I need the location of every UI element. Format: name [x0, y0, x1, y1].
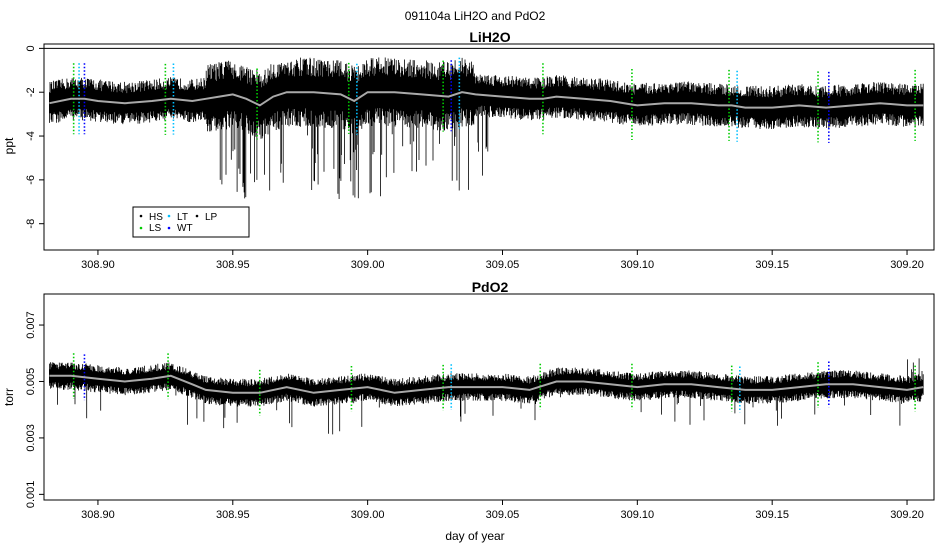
- y-tick-label: -4: [25, 131, 37, 141]
- legend-label-wt: WT: [177, 223, 193, 234]
- y-tick-label: -8: [25, 219, 37, 229]
- panel-lih2o-trace: [49, 57, 924, 199]
- figure-title: 091104a LiH2O and PdO2: [405, 9, 546, 23]
- panel-lih2o-smooth-line: [49, 91, 924, 109]
- legend-swatch-hs: [139, 214, 143, 218]
- panel-pdo2-x-axis: 308.90 308.95 309.00 309.05 309.10 309.15 309.…: [81, 500, 924, 521]
- panel-pdo2-markers: [72, 353, 916, 416]
- legend-swatch-lp: [195, 214, 199, 218]
- legend-swatch-wt: [167, 226, 171, 230]
- y-tick-label: 0.003: [25, 424, 37, 452]
- x-tick-label: 308.90: [81, 259, 115, 271]
- panel-pdo2-plot-frame: [43, 293, 935, 501]
- panel-pdo2-y-axis: 0.001 0.003 0.005 0.007: [25, 311, 44, 508]
- x-tick-label: 309.10: [621, 509, 655, 521]
- legend-swatch-lt: [167, 214, 171, 218]
- panel-lih2o-plot-frame: [43, 43, 935, 251]
- panel-pdo2-title: PdO2: [472, 279, 509, 295]
- x-tick-label: 308.90: [81, 509, 115, 521]
- x-tick-label: 309.15: [755, 509, 789, 521]
- x-tick-label: 309.00: [351, 259, 385, 271]
- legend-label-lt: LT: [177, 212, 188, 223]
- legend-label-hs: HS: [149, 212, 163, 223]
- panel-lih2o-x-axis: 308.90 308.95 309.00 309.05 309.10 309.15 309.…: [81, 250, 924, 271]
- raw-trace: [49, 358, 924, 435]
- x-tick-label: 309.05: [486, 509, 520, 521]
- panel-lih2o: LiH2O 308.90 308.95 309.00 309.05 309.10 309.…: [2, 29, 935, 271]
- legend-item-lt: LT: [167, 212, 188, 223]
- x-tick-label: 309.15: [755, 259, 789, 271]
- panel-lih2o-title: LiH2O: [469, 29, 510, 45]
- legend-label-lp: LP: [205, 212, 218, 223]
- legend-item-wt: WT: [167, 223, 193, 234]
- panel-lih2o-y-axis: 0 -2 -4 -6 -8: [25, 45, 44, 229]
- x-tick-label: 309.20: [890, 259, 924, 271]
- panel-lih2o-ylabel: ppt: [2, 137, 16, 154]
- legend-swatch-ls: [139, 226, 143, 230]
- y-tick-label: -6: [25, 175, 37, 185]
- x-tick-label: 309.05: [486, 259, 520, 271]
- legend-box: [132, 206, 250, 238]
- x-tick-label: 309.10: [621, 259, 655, 271]
- panel-pdo2-trace: [49, 358, 924, 435]
- y-tick-label: 0.007: [25, 311, 37, 339]
- panel-pdo2: PdO2 308.90 308.95 309.00 309.05 309.10 309.1…: [2, 279, 935, 521]
- y-tick-label: 0.005: [25, 368, 37, 396]
- x-axis-title: day of year: [445, 529, 504, 543]
- legend-item-ls: LS: [139, 223, 162, 234]
- panel-pdo2-smooth-line: [49, 374, 924, 394]
- x-tick-label: 309.20: [890, 509, 924, 521]
- legend-item-hs: HS: [139, 212, 163, 223]
- y-tick-label: -2: [25, 87, 37, 97]
- x-tick-label: 308.95: [216, 509, 250, 521]
- x-tick-label: 309.00: [351, 509, 385, 521]
- legend-item-lp: LP: [195, 212, 218, 223]
- panel-lih2o-legend: HS LS LT WT LP: [132, 206, 250, 238]
- raw-trace: [49, 57, 924, 199]
- panel-pdo2-ylabel: torr: [2, 388, 16, 406]
- y-tick-label: 0.001: [25, 481, 37, 509]
- y-tick-label: 0: [25, 45, 37, 51]
- legend-label-ls: LS: [149, 223, 162, 234]
- x-tick-label: 308.95: [216, 259, 250, 271]
